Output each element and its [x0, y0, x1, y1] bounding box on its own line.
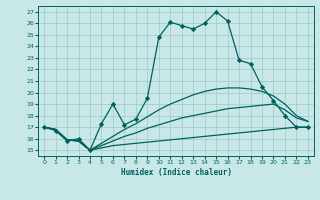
X-axis label: Humidex (Indice chaleur): Humidex (Indice chaleur) — [121, 168, 231, 177]
